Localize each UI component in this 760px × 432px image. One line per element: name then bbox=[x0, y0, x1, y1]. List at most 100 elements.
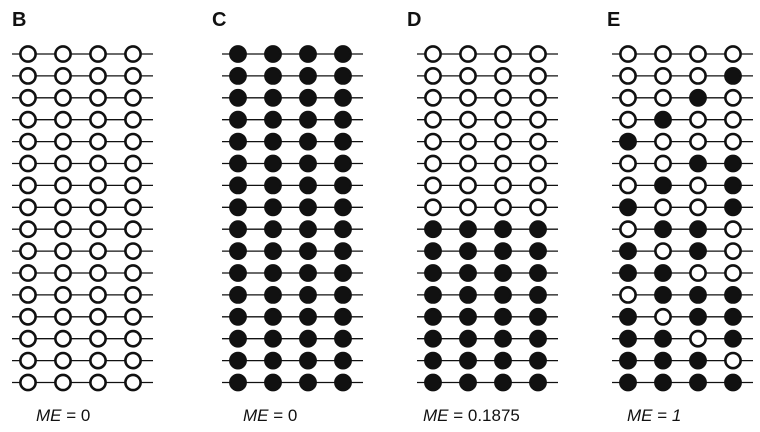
methylated-site bbox=[459, 285, 477, 304]
unmethylated-site bbox=[689, 67, 707, 85]
methylated-site bbox=[689, 154, 707, 173]
strand-row bbox=[417, 307, 558, 326]
methylated-site bbox=[264, 329, 282, 348]
methylated-site bbox=[424, 307, 442, 326]
methylated-site bbox=[334, 132, 352, 151]
unmethylated-site bbox=[19, 307, 37, 326]
methylated-site bbox=[334, 45, 352, 63]
methylated-site bbox=[529, 220, 547, 239]
unmethylated-site bbox=[19, 45, 37, 63]
me-caption-value: 0.1875 bbox=[468, 406, 520, 425]
methylated-site bbox=[619, 351, 637, 370]
methylated-site bbox=[724, 285, 742, 304]
panel-b: B ME = 0 bbox=[12, 9, 153, 425]
methylated-site bbox=[654, 176, 672, 195]
unmethylated-site bbox=[89, 373, 107, 392]
unmethylated-site bbox=[424, 198, 442, 217]
strand-row bbox=[222, 45, 363, 63]
methylated-site bbox=[459, 351, 477, 370]
methylated-site bbox=[229, 329, 247, 348]
methylated-site bbox=[689, 373, 707, 392]
strand-row bbox=[612, 329, 753, 348]
methylated-site bbox=[459, 264, 477, 282]
unmethylated-site bbox=[529, 154, 547, 173]
strand-row bbox=[612, 351, 753, 370]
methylated-site bbox=[229, 242, 247, 260]
methylated-site bbox=[424, 220, 442, 239]
unmethylated-site bbox=[494, 45, 512, 63]
methylated-site bbox=[264, 373, 282, 392]
unmethylated-site bbox=[19, 176, 37, 195]
unmethylated-site bbox=[619, 88, 637, 107]
methylated-site bbox=[459, 242, 477, 260]
strand-row bbox=[12, 110, 153, 129]
strand-row bbox=[222, 307, 363, 326]
strand-row bbox=[417, 88, 558, 107]
unmethylated-site bbox=[619, 154, 637, 173]
methylated-site bbox=[494, 285, 512, 304]
unmethylated-site bbox=[124, 307, 142, 326]
methylated-site bbox=[494, 373, 512, 392]
unmethylated-site bbox=[19, 242, 37, 260]
unmethylated-site bbox=[124, 45, 142, 63]
methylated-site bbox=[299, 242, 317, 260]
unmethylated-site bbox=[689, 110, 707, 129]
unmethylated-site bbox=[19, 264, 37, 282]
me-caption-var: ME bbox=[243, 406, 269, 425]
unmethylated-site bbox=[54, 351, 72, 370]
panel-letter: B bbox=[12, 9, 26, 31]
methylated-site bbox=[459, 220, 477, 239]
unmethylated-site bbox=[54, 132, 72, 151]
panel-letter: E bbox=[607, 9, 620, 31]
methylated-site bbox=[619, 373, 637, 392]
strand-row bbox=[12, 154, 153, 173]
unmethylated-site bbox=[19, 110, 37, 129]
strand-row bbox=[12, 198, 153, 217]
methylated-site bbox=[229, 67, 247, 85]
unmethylated-site bbox=[124, 198, 142, 217]
unmethylated-site bbox=[54, 285, 72, 304]
unmethylated-site bbox=[89, 285, 107, 304]
unmethylated-site bbox=[689, 264, 707, 282]
strand-row bbox=[417, 198, 558, 217]
me-caption-var: ME bbox=[36, 406, 62, 425]
strand-row bbox=[12, 67, 153, 85]
strand-row bbox=[12, 307, 153, 326]
unmethylated-site bbox=[529, 67, 547, 85]
unmethylated-site bbox=[494, 198, 512, 217]
unmethylated-site bbox=[619, 176, 637, 195]
methylated-site bbox=[264, 220, 282, 239]
strand-row bbox=[222, 154, 363, 173]
unmethylated-site bbox=[124, 110, 142, 129]
methylated-site bbox=[334, 220, 352, 239]
strand-row bbox=[612, 285, 753, 304]
strand-row bbox=[612, 67, 753, 85]
unmethylated-site bbox=[54, 110, 72, 129]
unmethylated-site bbox=[494, 110, 512, 129]
methylated-site bbox=[619, 132, 637, 151]
unmethylated-site bbox=[89, 154, 107, 173]
unmethylated-site bbox=[54, 373, 72, 392]
unmethylated-site bbox=[124, 67, 142, 85]
unmethylated-site bbox=[54, 264, 72, 282]
unmethylated-site bbox=[19, 373, 37, 392]
unmethylated-site bbox=[689, 45, 707, 63]
unmethylated-site bbox=[54, 176, 72, 195]
strand-row bbox=[222, 373, 363, 392]
strand-row bbox=[12, 220, 153, 239]
unmethylated-site bbox=[724, 242, 742, 260]
unmethylated-site bbox=[54, 67, 72, 85]
me-caption-var: ME bbox=[423, 406, 449, 425]
unmethylated-site bbox=[124, 264, 142, 282]
methylated-site bbox=[229, 198, 247, 217]
unmethylated-site bbox=[459, 67, 477, 85]
methylated-site bbox=[459, 307, 477, 326]
methylated-site bbox=[654, 351, 672, 370]
strand-row bbox=[222, 242, 363, 260]
methylated-site bbox=[689, 351, 707, 370]
unmethylated-site bbox=[494, 176, 512, 195]
strand-row bbox=[417, 285, 558, 304]
unmethylated-site bbox=[89, 198, 107, 217]
strand-row bbox=[222, 351, 363, 370]
unmethylated-site bbox=[89, 307, 107, 326]
